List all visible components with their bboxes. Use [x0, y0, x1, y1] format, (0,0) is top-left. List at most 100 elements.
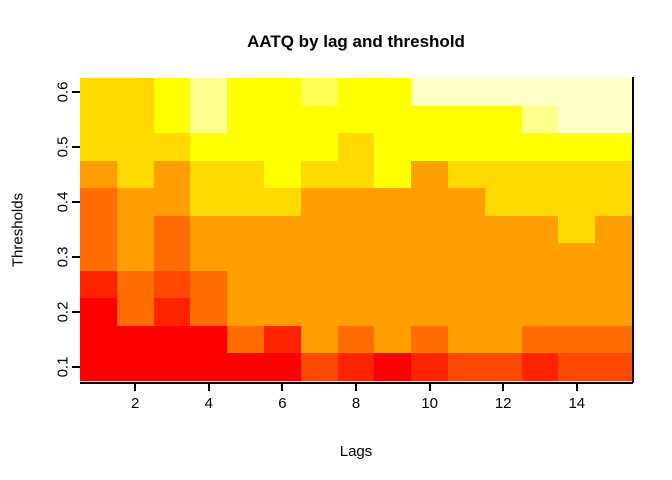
heatmap-cell-lag4-thr0.25: [190, 270, 228, 299]
y-tick-0.4: [72, 200, 80, 203]
heatmap-cell-lag15-thr0.3: [595, 243, 632, 271]
heatmap-cell-lag10-thr0.2: [411, 298, 448, 326]
heatmap-cell-lag11-thr0.45: [447, 160, 485, 189]
heatmap-cell-lag7-thr0.6: [300, 78, 338, 106]
heatmap-cell-lag15-thr0.1: [595, 353, 632, 381]
heatmap-cell-lag7-thr0.55: [300, 105, 338, 134]
heatmap-cell-lag6-thr0.3: [263, 243, 301, 271]
heatmap-cell-lag2-thr0.2: [116, 298, 154, 326]
heatmap-cell-lag1-thr0.1: [80, 353, 117, 381]
heatmap-cell-lag4-thr0.1: [190, 353, 228, 381]
heatmap-cell-lag13-thr0.15: [521, 325, 559, 354]
heatmap-cell-lag1-thr0.6: [80, 78, 117, 106]
heatmap-cell-lag5-thr0.35: [227, 215, 264, 244]
heatmap-cell-lag1-thr0.55: [80, 105, 117, 134]
heatmap-cell-lag3-thr0.15: [153, 325, 191, 354]
heatmap-cell-lag13-thr0.5: [521, 133, 559, 161]
heatmap-cell-lag5-thr0.5: [227, 133, 264, 161]
heatmap-cell-lag2-thr0.6: [116, 78, 154, 106]
heatmap-cell-lag1-thr0.45: [80, 160, 117, 189]
heatmap-cell-lag3-thr0.45: [153, 160, 191, 189]
heatmap-cell-lag7-thr0.1: [300, 353, 338, 381]
heatmap-cell-lag14-thr0.1: [558, 353, 596, 381]
x-tick-label-8: 8: [351, 395, 361, 412]
x-tick-10: [428, 384, 431, 391]
heatmap-cell-lag10-thr0.45: [411, 160, 448, 189]
heatmap-cell-lag7-thr0.4: [300, 188, 338, 216]
heatmap-cell-lag11-thr0.2: [447, 298, 485, 326]
heatmap-cell-lag2-thr0.55: [116, 105, 154, 134]
heatmap-cell-lag8-thr0.2: [337, 298, 375, 326]
heatmap-cell-lag1-thr0.3: [80, 243, 117, 271]
heatmap-cell-lag9-thr0.2: [374, 298, 412, 326]
y-axis-label: Thresholds: [9, 192, 27, 268]
heatmap-cell-lag10-thr0.6: [411, 78, 448, 106]
heatmap-cell-lag4-thr0.15: [190, 325, 228, 354]
y-tick-label-0.4: 0.4: [54, 191, 72, 213]
heatmap-cell-lag2-thr0.15: [116, 325, 154, 354]
heatmap-cell-lag2-thr0.25: [116, 270, 154, 299]
heatmap-cell-lag4-thr0.3: [190, 243, 228, 271]
heatmap-cell-lag5-thr0.15: [227, 325, 264, 354]
heatmap-cell-lag5-thr0.3: [227, 243, 264, 271]
heatmap-cell-lag7-thr0.35: [300, 215, 338, 244]
heatmap-cell-lag11-thr0.25: [447, 270, 485, 299]
heatmap-cell-lag3-thr0.35: [153, 215, 191, 244]
heatmap-cell-lag5-thr0.45: [227, 160, 264, 189]
x-axis-label: Lags: [339, 443, 373, 460]
x-tick-4: [207, 384, 210, 391]
heatmap-cell-lag13-thr0.3: [521, 243, 559, 271]
heatmap-cell-lag15-thr0.2: [595, 298, 632, 326]
heatmap-cell-lag13-thr0.55: [521, 105, 559, 134]
heatmap-cell-lag11-thr0.3: [447, 243, 485, 271]
heatmap-cell-lag6-thr0.6: [263, 78, 301, 106]
heatmap-cell-lag8-thr0.45: [337, 160, 375, 189]
heatmap-cell-lag7-thr0.45: [300, 160, 338, 189]
y-tick-0.1: [72, 366, 80, 369]
y-tick-label-0.5: 0.5: [54, 136, 72, 158]
heatmap-cell-lag12-thr0.6: [484, 78, 522, 106]
heatmap-cell-lag1-thr0.4: [80, 188, 117, 216]
y-tick-0.2: [72, 311, 80, 314]
heatmap-cell-lag14-thr0.4: [558, 188, 596, 216]
heatmap-cell-lag6-thr0.55: [263, 105, 301, 134]
heatmap-cell-lag5-thr0.25: [227, 270, 264, 299]
heatmap-cell-lag12-thr0.5: [484, 133, 522, 161]
heatmap-cell-lag15-thr0.5: [595, 133, 632, 161]
x-tick-label-12: 12: [494, 395, 512, 412]
heatmap-cell-lag4-thr0.4: [190, 188, 228, 216]
heatmap-cell-lag7-thr0.3: [300, 243, 338, 271]
heatmap-cell-lag10-thr0.25: [411, 270, 448, 299]
heatmap-cell-lag14-thr0.45: [558, 160, 596, 189]
y-tick-label-0.6: 0.6: [54, 81, 72, 103]
heatmap-cell-lag13-thr0.1: [521, 353, 559, 381]
heatmap-cell-lag7-thr0.25: [300, 270, 338, 299]
heatmap-cell-lag2-thr0.1: [116, 353, 154, 381]
heatmap-cell-lag9-thr0.6: [374, 78, 412, 106]
heatmap-cell-lag4-thr0.6: [190, 78, 228, 106]
x-axis-line: [80, 382, 633, 384]
heatmap-cell-lag5-thr0.6: [227, 78, 264, 106]
heatmap-cell-lag10-thr0.4: [411, 188, 448, 216]
x-tick-6: [281, 384, 284, 391]
heatmap-cell-lag4-thr0.2: [190, 298, 228, 326]
heatmap-cell-lag8-thr0.25: [337, 270, 375, 299]
heatmap-cell-lag14-thr0.35: [558, 215, 596, 244]
heatmap-cell-lag6-thr0.35: [263, 215, 301, 244]
heatmap-cell-lag1-thr0.5: [80, 133, 117, 161]
x-tick-8: [355, 384, 357, 391]
heatmap-cell-lag7-thr0.5: [300, 133, 338, 161]
heatmap-cell-lag9-thr0.35: [374, 215, 412, 244]
heatmap-cell-lag8-thr0.5: [337, 133, 375, 161]
heatmap-cell-lag6-thr0.1: [263, 353, 301, 381]
heatmap-cell-lag13-thr0.2: [521, 298, 559, 326]
heatmap-cell-lag15-thr0.25: [595, 270, 632, 299]
heatmap-cell-lag13-thr0.45: [521, 160, 559, 189]
heatmap-cell-lag6-thr0.15: [263, 325, 301, 354]
heatmap-cell-lag14-thr0.25: [558, 270, 596, 299]
heatmap-cell-lag12-thr0.2: [484, 298, 522, 326]
heatmap-cell-lag8-thr0.35: [337, 215, 375, 244]
heatmap-cell-lag6-thr0.2: [263, 298, 301, 326]
heatmap-cell-lag14-thr0.2: [558, 298, 596, 326]
heatmap-cell-lag8-thr0.6: [337, 78, 375, 106]
